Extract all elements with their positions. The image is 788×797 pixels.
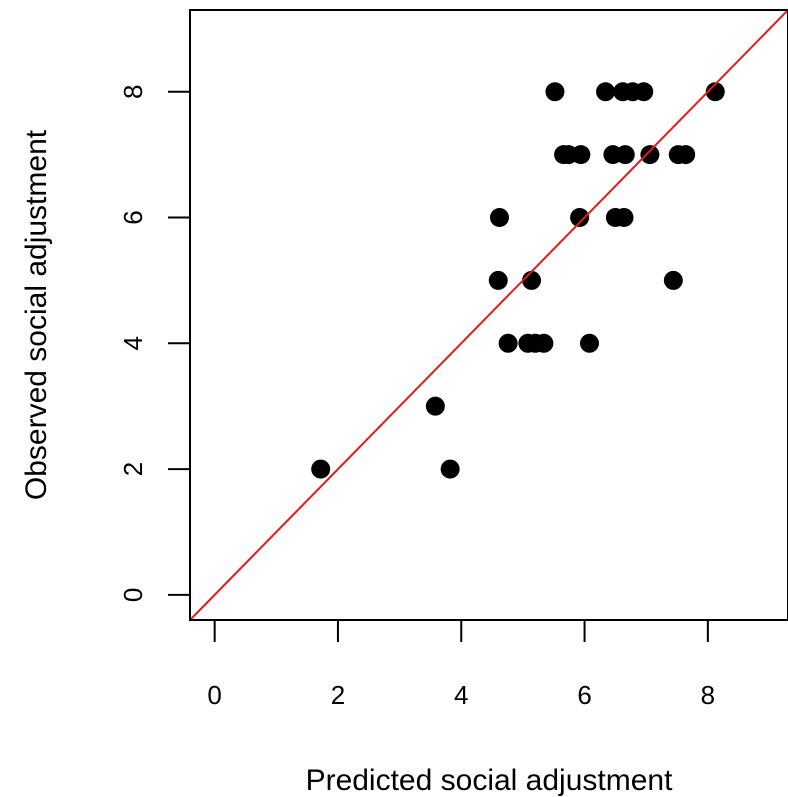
data-point xyxy=(579,333,599,353)
x-tick-label: 8 xyxy=(701,680,715,710)
data-point xyxy=(534,333,554,353)
data-point xyxy=(571,145,591,165)
data-point xyxy=(522,270,542,290)
data-point xyxy=(705,82,725,102)
identity-reference-line xyxy=(189,9,788,621)
x-tick-label: 4 xyxy=(454,680,468,710)
y-tick-label: 2 xyxy=(118,462,148,476)
x-tick-label: 0 xyxy=(207,680,221,710)
data-point xyxy=(634,82,654,102)
y-tick-label: 4 xyxy=(118,336,148,350)
data-point xyxy=(488,270,508,290)
y-tick-label: 0 xyxy=(118,588,148,602)
axis-ticks xyxy=(168,90,709,642)
data-point xyxy=(614,208,634,228)
data-point xyxy=(498,333,518,353)
data-points xyxy=(311,82,725,479)
data-point xyxy=(311,459,331,479)
x-tick-label: 2 xyxy=(331,680,345,710)
x-tick-label: 6 xyxy=(577,680,591,710)
data-point xyxy=(440,459,460,479)
data-point xyxy=(640,145,660,165)
data-point xyxy=(615,145,635,165)
y-axis-title: Observed social adjustment xyxy=(20,129,53,500)
data-point xyxy=(676,145,696,165)
data-point xyxy=(489,208,509,228)
y-tick-label: 8 xyxy=(118,85,148,99)
tick-labels: 0 2 4 6 8 0 2 4 6 8 xyxy=(118,85,715,710)
data-point xyxy=(545,82,565,102)
data-point xyxy=(663,270,683,290)
x-axis-title: Predicted social adjustment xyxy=(306,764,674,797)
y-tick-label: 6 xyxy=(118,210,148,224)
data-point xyxy=(570,208,590,228)
data-point xyxy=(596,82,616,102)
plot-area-border xyxy=(189,9,788,621)
data-point xyxy=(425,396,445,416)
